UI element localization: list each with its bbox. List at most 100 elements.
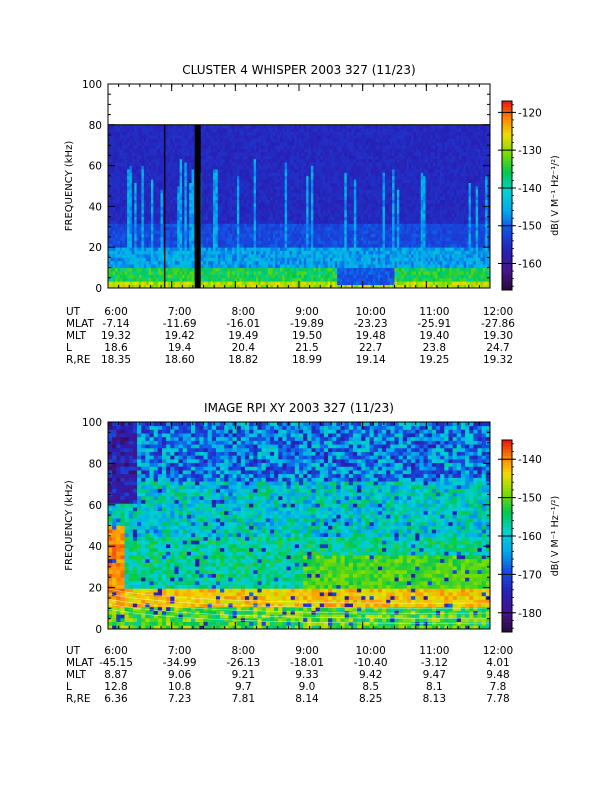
spectrogram-cell — [172, 251, 175, 255]
spectrogram-cell — [192, 230, 195, 234]
spectrogram-cell — [177, 152, 180, 156]
spectrogram-cell — [332, 135, 335, 139]
spectrogram-cell — [208, 132, 211, 136]
spectrogram-cell — [266, 278, 269, 282]
spectrogram-cell — [261, 189, 264, 193]
spectrogram-cell — [170, 268, 173, 272]
spectrogram-cell — [301, 152, 304, 156]
spectrogram-cell — [289, 210, 292, 214]
spectrogram-cell — [144, 237, 147, 241]
spectrogram-cell — [242, 128, 245, 132]
spectrogram-cell — [354, 186, 357, 190]
spectrogram-cell — [177, 271, 180, 275]
spectrogram-cell — [256, 217, 259, 221]
spectrogram-cell — [141, 162, 144, 166]
spectrogram-cell — [330, 281, 333, 285]
spectrogram-cell — [349, 152, 352, 156]
spectrogram-cell — [246, 257, 249, 261]
spectrogram-cell — [337, 278, 340, 282]
spectrogram-cell — [172, 152, 175, 156]
spectrogram-cell — [254, 189, 257, 193]
spectrogram-cell — [204, 213, 207, 217]
spectrogram-cell — [156, 261, 159, 265]
spectrogram-cell — [249, 206, 252, 210]
spectrogram-cell — [244, 213, 247, 217]
spectrogram-cell — [330, 125, 333, 129]
spectrogram-cell — [299, 251, 302, 255]
spectrogram-cell — [170, 230, 173, 234]
spectrogram-cell — [225, 264, 228, 268]
spectrogram-cell — [244, 145, 247, 149]
spectrogram-cell — [182, 155, 185, 159]
spectrogram-cell — [328, 257, 331, 261]
spectrogram-cell — [110, 200, 113, 204]
spectrogram-cell — [306, 281, 309, 285]
spectrogram-cell — [301, 237, 304, 241]
spectrogram-cell — [172, 217, 175, 221]
spectrogram-cell — [239, 217, 242, 221]
spectrogram-cell — [306, 135, 309, 139]
spectrogram-cell — [354, 145, 357, 149]
spectrogram-cell — [304, 135, 307, 139]
spectrogram-cell — [165, 268, 168, 272]
spectrogram-cell — [120, 169, 123, 173]
spectrogram-cell — [156, 145, 159, 149]
spectrogram-cell — [122, 203, 125, 207]
spectrogram-cell — [282, 125, 285, 129]
spectrogram-cell — [285, 254, 288, 258]
spectrogram-cell — [113, 142, 116, 146]
spectrogram-cell — [153, 166, 156, 170]
spectrogram-cell — [177, 142, 180, 146]
spectrogram-cell — [237, 162, 240, 166]
spectrogram-cell — [168, 213, 171, 217]
spectrogram-cell — [172, 149, 175, 153]
spectrogram-cell — [230, 186, 233, 190]
spectrogram-cell — [223, 172, 226, 176]
spectrogram-cell — [208, 128, 211, 132]
spectrogram-cell — [204, 264, 207, 268]
spectrogram-cell — [206, 155, 209, 159]
spectrogram-cell — [158, 176, 161, 180]
spectrogram-cell — [246, 155, 249, 159]
spectrogram-cell — [349, 186, 352, 190]
spectrogram-cell — [137, 135, 140, 139]
spectrogram-cell — [156, 210, 159, 214]
spectrogram-cell — [282, 186, 285, 190]
spectrogram-cell — [141, 254, 144, 258]
spectrogram-cell — [306, 125, 309, 129]
spectrogram-cell — [292, 176, 295, 180]
spectrogram-cell — [316, 200, 319, 204]
spectrogram-cell — [278, 240, 281, 244]
spectrogram-cell — [306, 264, 309, 268]
spectrogram-cell — [208, 152, 211, 156]
spectrogram-cell — [335, 217, 338, 221]
spectrogram-cell — [113, 268, 116, 272]
spectrogram-cell — [132, 271, 135, 275]
spectrogram-cell — [268, 145, 271, 149]
spectrogram-cell — [129, 220, 132, 224]
spectrogram-cell — [113, 264, 116, 268]
spectrogram-cell — [153, 132, 156, 136]
spectrogram-cell — [232, 210, 235, 214]
spectrogram-cell — [352, 138, 355, 142]
spectrogram-cell — [258, 247, 261, 251]
spectrogram-cell — [323, 145, 326, 149]
spectrogram-cell — [256, 159, 259, 163]
spectrogram-cell — [141, 200, 144, 204]
spectrogram-cell — [165, 261, 168, 265]
spectrogram-cell — [263, 193, 266, 197]
spectrogram-cell — [309, 138, 312, 142]
spectrogram-cell — [218, 247, 221, 251]
spectrogram-cell — [349, 172, 352, 176]
spectrogram-cell — [347, 257, 350, 261]
spectrogram-cell — [120, 152, 123, 156]
spectrogram-cell — [213, 247, 216, 251]
spectrogram-cell — [289, 166, 292, 170]
spectrogram-cell — [330, 230, 333, 234]
spectrogram-cell — [268, 247, 271, 251]
spectrogram-cell — [218, 257, 221, 261]
spectrogram-cell — [297, 152, 300, 156]
spectrogram-cell — [289, 213, 292, 217]
spectrogram-cell — [235, 172, 238, 176]
spectrogram-cell — [352, 251, 355, 255]
